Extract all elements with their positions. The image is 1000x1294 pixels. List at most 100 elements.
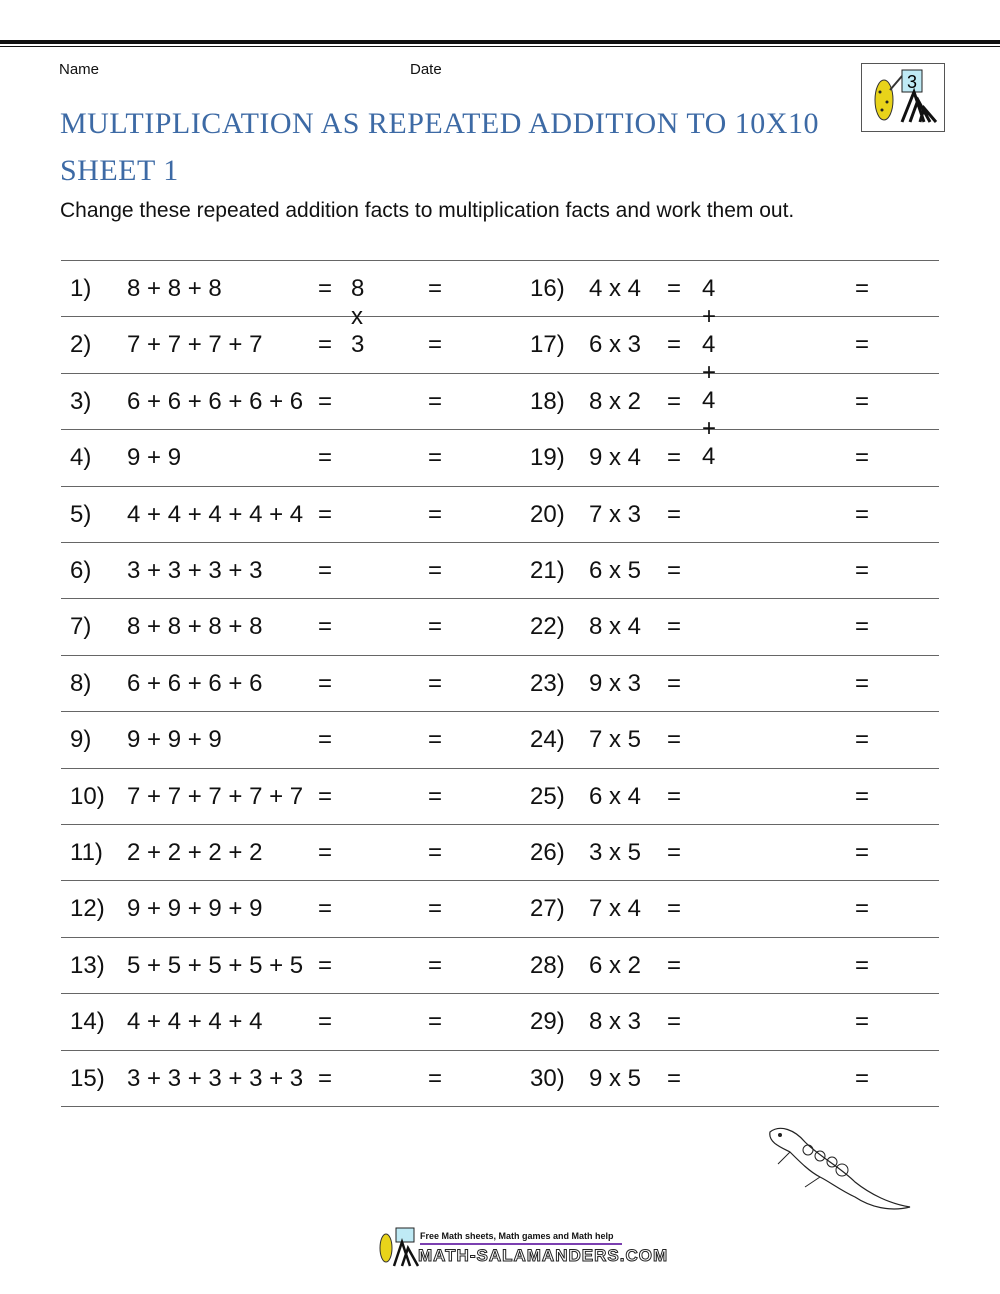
- instructions: Change these repeated addition facts to …: [60, 199, 795, 222]
- question-expr: 4 + 4 + 4 + 4: [127, 1008, 263, 1036]
- row-divider: [61, 767, 939, 769]
- question-expr: 7 + 7 + 7 + 7: [127, 331, 263, 359]
- question-eq2: =: [428, 895, 443, 923]
- question-eq1: =: [318, 1064, 333, 1092]
- question-num: 26): [530, 839, 565, 866]
- question-eq1: =: [667, 444, 682, 472]
- question-expr: 6 + 6 + 6 + 6: [127, 669, 263, 697]
- row-divider: [61, 372, 939, 374]
- question-num: 27): [530, 895, 565, 923]
- question-num: 9): [70, 726, 92, 754]
- question-num: 3): [70, 387, 92, 415]
- question-num: 8): [70, 669, 92, 697]
- question-expr: 7 x 3: [589, 500, 642, 528]
- question-expr: 9 x 4: [589, 444, 642, 472]
- row-divider: [61, 1106, 939, 1107]
- question-num: 14): [70, 1008, 105, 1036]
- question-eq1: =: [318, 726, 333, 754]
- row-divider: [61, 1049, 939, 1051]
- question-eq1: =: [667, 895, 682, 923]
- question-eq2: =: [428, 1008, 443, 1036]
- question-eq1: =: [318, 1008, 333, 1036]
- question-num: 18): [530, 387, 565, 415]
- question-eq1: =: [318, 275, 333, 302]
- question-eq2: =: [855, 726, 870, 754]
- question-num: 29): [530, 1008, 565, 1036]
- question-eq2: =: [428, 500, 443, 528]
- answer-field[interactable]: 8 x 3: [351, 275, 365, 358]
- question-eq2: =: [855, 951, 870, 979]
- question-expr: 9 x 3: [589, 669, 642, 697]
- question-num: 5): [70, 500, 92, 528]
- question-eq1: =: [318, 782, 333, 810]
- question-eq1: =: [318, 387, 333, 415]
- question-num: 23): [530, 669, 565, 697]
- question-num: 24): [530, 726, 565, 754]
- question-num: 28): [530, 951, 565, 979]
- question-expr: 9 x 5: [589, 1064, 642, 1092]
- question-eq1: =: [667, 951, 682, 979]
- question-num: 30): [530, 1064, 565, 1092]
- question-expr: 6 x 5: [589, 557, 642, 584]
- question-eq2: =: [855, 669, 870, 697]
- question-expr: 6 x 3: [589, 331, 642, 359]
- question-eq1: =: [667, 726, 682, 754]
- question-eq2: =: [428, 726, 443, 754]
- question-eq2: =: [428, 275, 443, 302]
- question-eq2: =: [855, 500, 870, 528]
- question-expr: 7 x 4: [589, 895, 642, 923]
- site-logo-icon: [379, 1227, 420, 1267]
- question-num: 20): [530, 500, 565, 528]
- question-eq1: =: [318, 669, 333, 697]
- question-eq1: =: [318, 839, 333, 866]
- row-divider: [61, 880, 939, 882]
- question-num: 19): [530, 444, 565, 472]
- question-expr: 3 + 3 + 3 + 3: [127, 557, 263, 584]
- row-divider: [61, 260, 939, 261]
- question-eq1: =: [667, 500, 682, 528]
- question-expr: 8 + 8 + 8: [127, 275, 222, 302]
- question-expr: 3 x 5: [589, 839, 642, 866]
- row-divider: [61, 936, 939, 938]
- question-expr: 8 x 3: [589, 1008, 642, 1036]
- footer-divider: [420, 1243, 622, 1245]
- question-eq1: =: [318, 557, 333, 584]
- question-num: 17): [530, 331, 565, 359]
- row-divider: [61, 654, 939, 656]
- question-eq2: =: [855, 782, 870, 810]
- question-eq2: =: [855, 895, 870, 923]
- question-eq1: =: [667, 275, 682, 302]
- question-eq2: =: [428, 951, 443, 979]
- row-divider: [61, 542, 939, 543]
- question-expr: 5 + 5 + 5 + 5 + 5: [127, 951, 304, 979]
- question-expr: 4 + 4 + 4 + 4 + 4: [127, 500, 304, 528]
- answer-field[interactable]: 4 + 4 + 4 + 4: [702, 275, 717, 470]
- question-num: 10): [70, 782, 105, 810]
- question-expr: 2 + 2 + 2 + 2: [127, 839, 263, 866]
- question-expr: 6 + 6 + 6 + 6 + 6: [127, 387, 304, 415]
- question-num: 25): [530, 782, 565, 810]
- question-expr: 6 x 4: [589, 782, 642, 810]
- question-expr: 8 x 2: [589, 387, 642, 415]
- question-num: 12): [70, 895, 105, 923]
- row-divider: [61, 711, 939, 713]
- footer-site-link[interactable]: MATH-SALAMANDERS.COM: [417, 1246, 669, 1266]
- page-subtitle: SHEET 1: [60, 154, 179, 187]
- question-eq2: =: [855, 1008, 870, 1036]
- question-num: 4): [70, 444, 92, 472]
- question-eq2: =: [428, 387, 443, 415]
- top-rule-thin: [0, 46, 1000, 47]
- question-eq1: =: [667, 1064, 682, 1092]
- row-divider: [61, 485, 939, 487]
- question-eq1: =: [667, 613, 682, 641]
- question-eq2: =: [855, 839, 870, 866]
- question-expr: 9 + 9 + 9: [127, 726, 222, 754]
- question-eq1: =: [667, 669, 682, 697]
- salamander-teacher-icon: 3: [874, 69, 938, 123]
- question-eq2: =: [855, 331, 870, 359]
- question-eq1: =: [318, 444, 333, 472]
- row-divider: [61, 993, 939, 995]
- question-num: 22): [530, 613, 565, 641]
- svg-text:3: 3: [907, 72, 917, 92]
- question-expr: 7 x 5: [589, 726, 642, 754]
